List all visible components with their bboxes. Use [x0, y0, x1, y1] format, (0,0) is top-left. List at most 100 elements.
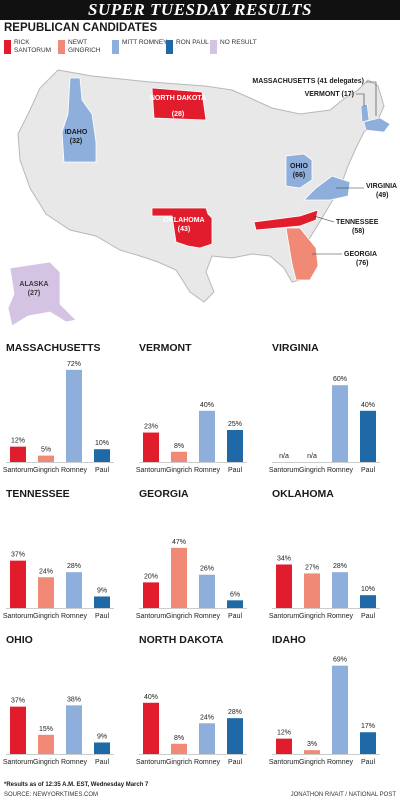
- chart-plot: 37% Santorum 24% Gingrich 28% Romney 9% Paul: [3, 552, 114, 620]
- bar-gingrich: [38, 455, 54, 462]
- legend: RICK SANTORUM NEWT GINGRICH MITT ROMNEY …: [4, 38, 264, 58]
- chart-plot: 34% Santorum 27% Gingrich 28% Romney 10% Paul: [269, 555, 380, 620]
- bar-romney: [66, 369, 82, 462]
- state-oklahoma: [151, 207, 213, 249]
- chart-title: TENNESSEE: [6, 488, 70, 500]
- state-tennessee: [253, 209, 319, 231]
- state-massachusetts: [363, 117, 391, 133]
- bar-santorum: [143, 702, 159, 754]
- map-label-tennessee: TENNESSEE: [336, 219, 379, 226]
- map-label-virginia-count: (49): [376, 192, 388, 199]
- section-title: REPUBLICAN CANDIDATES: [4, 22, 158, 34]
- legend-swatch: [4, 40, 11, 54]
- category-label: Santorum: [136, 467, 167, 474]
- map-label-oklahoma-count: (43): [178, 226, 190, 233]
- data-label: n/a: [307, 453, 317, 460]
- bar-gingrich: [38, 734, 54, 754]
- chart-tennessee: TENNESSEE 37% Santorum 24% Gingrich 28% Romney…: [2, 486, 135, 626]
- data-label: 10%: [361, 586, 375, 593]
- legend-swatch: [112, 40, 119, 54]
- chart-plot: 20% Santorum 47% Gingrich 26% Romney 6% Paul: [136, 539, 247, 620]
- chart-oklahoma: OKLAHOMA 34% Santorum 27% Gingrich 28% Romney 1…: [268, 486, 400, 626]
- legend-label: RON PAUL: [176, 39, 209, 46]
- chart-title: VERMONT: [139, 342, 192, 354]
- bar-romney: [66, 572, 82, 608]
- data-label: 17%: [361, 723, 375, 730]
- data-label: 15%: [39, 726, 53, 733]
- map-label-north-dakota: NORTH DAKOTA: [150, 95, 206, 102]
- legend-label: NO RESULT: [220, 39, 257, 46]
- bar-paul: [227, 600, 243, 608]
- map-label-georgia: GEORGIA: [344, 251, 377, 258]
- category-label: Santorum: [269, 467, 300, 474]
- map-label-massachusetts: MASSACHUSETTS (41 delegates): [252, 78, 364, 85]
- bar-paul: [360, 732, 376, 754]
- state-north-dakota: [151, 87, 207, 121]
- data-label: 47%: [172, 539, 186, 546]
- chart-virginia: VIRGINIA n/a Santorum n/a Gingrich 60% Romney 4…: [268, 340, 400, 480]
- bar-romney: [199, 574, 215, 608]
- data-label: 23%: [144, 424, 158, 431]
- bar-santorum: [10, 446, 26, 462]
- bar-romney: [332, 572, 348, 608]
- category-label: Paul: [228, 467, 242, 474]
- data-label: 26%: [200, 566, 214, 573]
- category-label: Paul: [228, 759, 242, 766]
- map-label-georgia-count: (76): [356, 260, 368, 267]
- footer: SOURCE: NEWYORKTIMES.COM JONATHON RIVAIT…: [0, 792, 400, 801]
- legend-swatch: [210, 40, 217, 54]
- chart-plot: 40% Santorum 8% Gingrich 24% Romney 28% Paul: [136, 694, 247, 766]
- category-label: Romney: [327, 759, 354, 766]
- chart-north-dakota: NORTH DAKOTA 40% Santorum 8% Gingrich 24% Romn…: [135, 632, 268, 772]
- chart-massachusetts: MASSACHUSETTS 12% Santorum 5% Gingrich 72% Rom…: [2, 340, 135, 480]
- bar-paul: [227, 430, 243, 462]
- category-label: Paul: [95, 759, 109, 766]
- data-label: 8%: [174, 443, 184, 450]
- chart-plot: 12% Santorum 5% Gingrich 72% Romney 10% Paul: [3, 361, 114, 474]
- data-label: 37%: [11, 698, 25, 705]
- data-label: 60%: [333, 376, 347, 383]
- data-label: 10%: [95, 440, 109, 447]
- bar-romney: [66, 705, 82, 754]
- data-label: 8%: [174, 735, 184, 742]
- bar-romney: [199, 723, 215, 754]
- bar-gingrich: [171, 743, 187, 754]
- leader-line: [366, 81, 377, 116]
- data-label: 40%: [361, 402, 375, 409]
- header-bar: SUPER TUESDAY RESULTS: [0, 0, 400, 20]
- data-label: 9%: [97, 587, 107, 594]
- data-label: 20%: [144, 573, 158, 580]
- category-label: Gingrich: [299, 759, 325, 766]
- legend-swatch: [58, 40, 65, 54]
- category-label: Santorum: [3, 613, 34, 620]
- category-label: Paul: [95, 467, 109, 474]
- bar-romney: [332, 665, 348, 754]
- chart-title: NORTH DAKOTA: [139, 634, 224, 646]
- category-label: Romney: [61, 613, 88, 620]
- data-label: 28%: [228, 709, 242, 716]
- map-label-vermont: VERMONT (17): [305, 91, 354, 98]
- data-label: 72%: [67, 361, 81, 368]
- leader-line: [356, 93, 365, 106]
- category-label: Paul: [228, 613, 242, 620]
- category-label: Santorum: [3, 467, 34, 474]
- state-vermont: [360, 103, 370, 123]
- bar-gingrich: [171, 451, 187, 462]
- category-label: Romney: [327, 467, 354, 474]
- data-label: 37%: [11, 552, 25, 559]
- category-label: Santorum: [269, 759, 300, 766]
- legend-label: MITT ROMNEY: [122, 39, 168, 46]
- map-label-idaho: IDAHO: [65, 129, 88, 136]
- data-label: n/a: [279, 453, 289, 460]
- leader-line: [313, 215, 335, 223]
- bar-romney: [332, 385, 348, 462]
- data-label: 40%: [200, 402, 214, 409]
- state-ohio: [285, 153, 313, 189]
- chart-georgia: GEORGIA 20% Santorum 47% Gingrich 26% Romney 6%…: [135, 486, 268, 626]
- data-label: 24%: [200, 714, 214, 721]
- map-label-ohio: OHIO: [290, 163, 308, 170]
- bar-santorum: [276, 564, 292, 608]
- category-label: Gingrich: [299, 467, 325, 474]
- bar-paul: [94, 742, 110, 754]
- bar-santorum: [10, 706, 26, 754]
